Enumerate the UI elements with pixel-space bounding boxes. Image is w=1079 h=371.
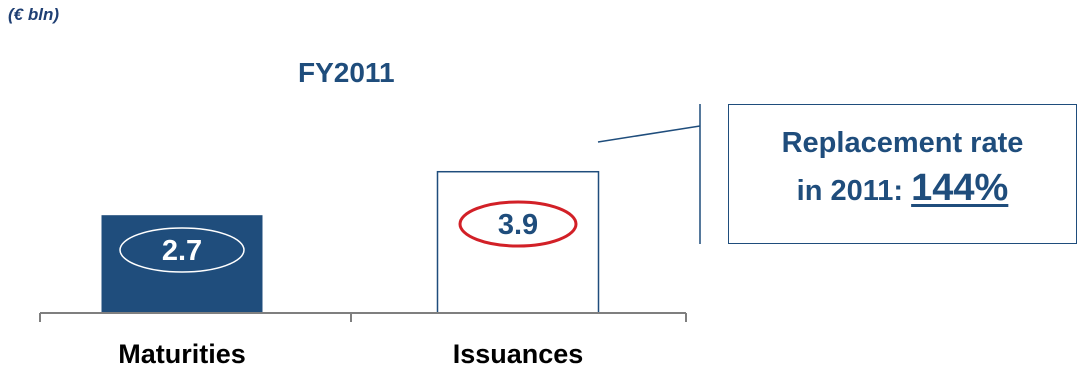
value-label-issuances: 3.9 — [498, 209, 538, 241]
callout-line2: in 2011: 144% — [729, 167, 1076, 210]
replacement-rate-value: 144% — [911, 167, 1009, 209]
callout-line1: Replacement rate — [781, 127, 1024, 159]
bar-maturities — [101, 215, 263, 313]
value-label-maturities: 2.7 — [162, 235, 202, 267]
callout-connector — [597, 125, 701, 143]
category-label-maturities: Maturities — [118, 339, 246, 369]
callout-line2-prefix: in 2011: — [796, 175, 904, 207]
category-label-issuances: Issuances — [453, 339, 584, 369]
replacement-rate-callout: Replacement rate in 2011: 144% — [728, 104, 1077, 244]
chart-title: FY2011 — [298, 57, 395, 88]
value-ellipse-issuances — [458, 200, 578, 248]
bar-issuances — [436, 170, 600, 314]
unit-label: (€ bln) — [8, 5, 59, 24]
value-ellipse-maturities — [119, 227, 245, 273]
